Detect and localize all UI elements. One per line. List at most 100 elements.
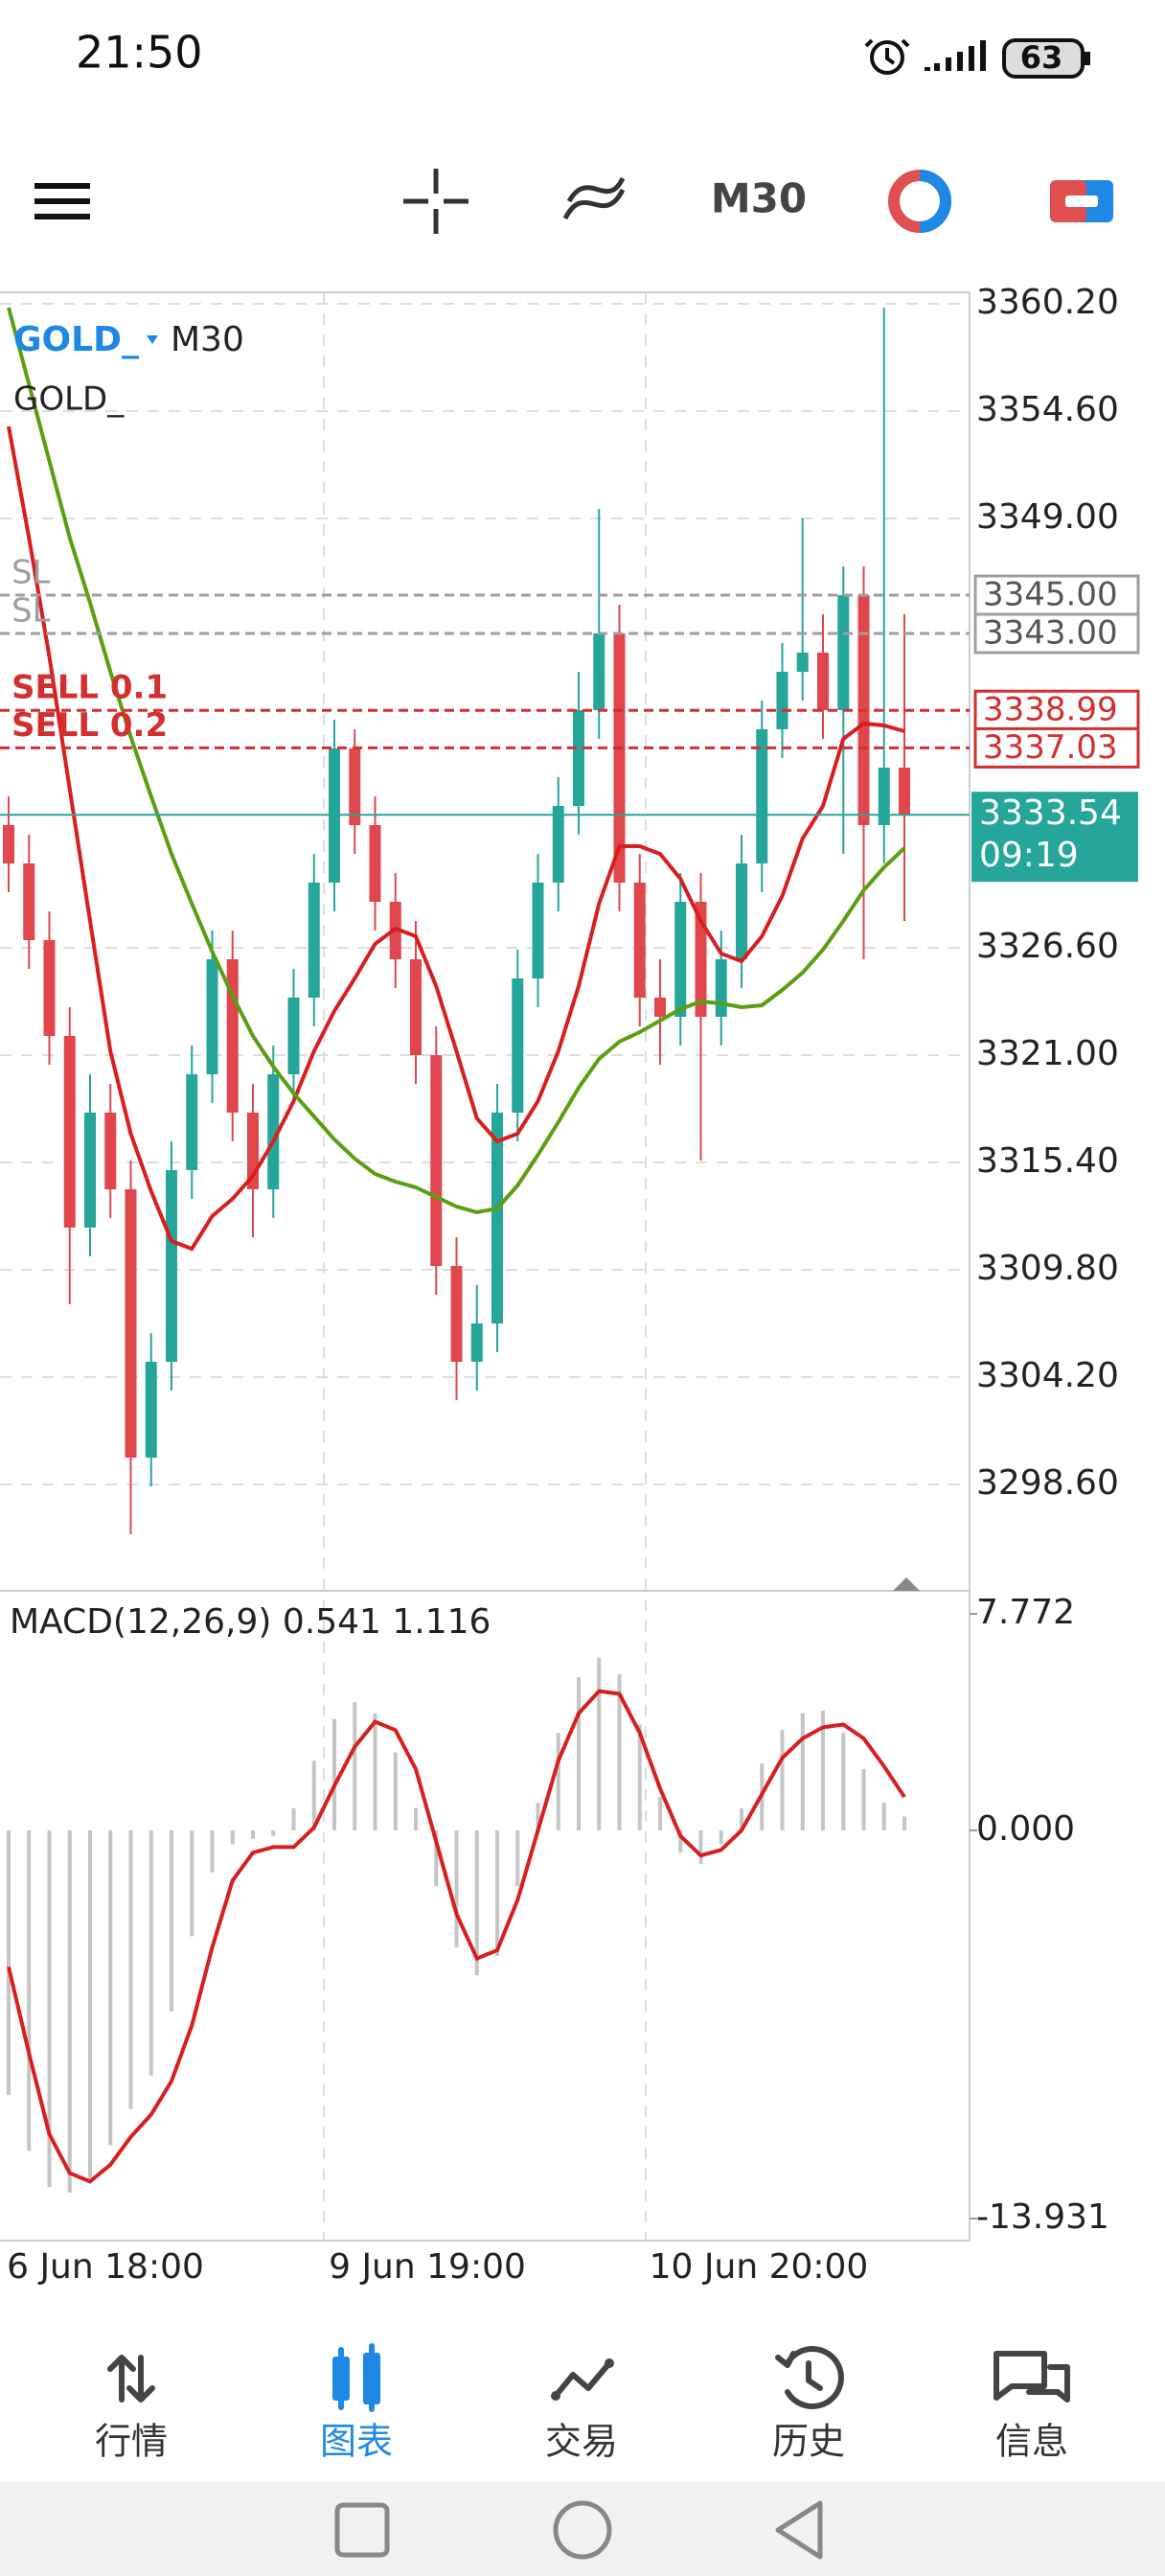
macd-bar: [902, 1816, 906, 1830]
panel-splitter[interactable]: [893, 1577, 920, 1591]
macd-bar: [617, 1674, 622, 1830]
macd-bar: [353, 1702, 357, 1830]
candle-body: [593, 633, 605, 710]
macd-bar: [474, 1829, 479, 1976]
bid-label: 3333.54: [979, 794, 1122, 833]
back-button[interactable]: [775, 2500, 823, 2560]
macd-bar: [800, 1713, 805, 1830]
candle-body: [796, 653, 809, 672]
candle-body: [186, 1074, 198, 1170]
macd-bar: [190, 1829, 194, 1937]
home-button[interactable]: [553, 2500, 612, 2560]
status-time: 21:50: [76, 27, 203, 79]
macd-bar: [719, 1829, 723, 1845]
candle-body: [43, 940, 56, 1036]
header-label: GOLD_ M30 GOLD_: [13, 320, 244, 419]
macd-bar: [373, 1713, 377, 1830]
candle-body: [23, 863, 35, 940]
chart-frame: [0, 291, 971, 2242]
menu-button[interactable]: [34, 183, 90, 219]
price-box: [973, 612, 1140, 655]
macd-bar: [291, 1807, 296, 1830]
macd-bar: [637, 1724, 642, 1830]
macd-bar: [7, 1829, 11, 2096]
candle-body: [349, 748, 361, 825]
indicators-button[interactable]: [562, 176, 626, 220]
status-icons: [864, 38, 1090, 79]
candle-body: [654, 998, 666, 1017]
crosshair-button[interactable]: [403, 169, 468, 234]
nav-label[interactable]: 信息: [995, 2421, 1068, 2463]
system-nav: [0, 2482, 1165, 2576]
moving-average: [7, 426, 905, 1252]
system-buttons: [334, 2500, 823, 2560]
candle-body: [613, 633, 626, 883]
macd-bar: [698, 1829, 703, 1864]
price-line-label: SL: [11, 592, 51, 631]
candle-body: [837, 595, 850, 710]
nav-label[interactable]: 交易: [545, 2421, 618, 2463]
moving-average: [7, 307, 906, 1215]
macd-bar: [780, 1730, 785, 1830]
macd-bar: [170, 1829, 173, 2012]
candle-body: [267, 1074, 280, 1189]
chart-layer: 3360.20 3354.60 3349.00 3326.60 3321.00 3315.…: [0, 283, 1140, 2287]
candle-body: [450, 1266, 463, 1362]
objects-button[interactable]: [888, 170, 951, 233]
candle-body: [308, 883, 320, 998]
timeframe-button[interactable]: M30: [711, 175, 807, 222]
macd-bar: [515, 1829, 520, 1887]
macd-bar: [414, 1807, 418, 1830]
candle-body: [84, 1113, 96, 1228]
y-tick-label: 3298.60: [976, 1463, 1119, 1503]
macd-bar: [67, 1829, 72, 2193]
candle-body: [430, 1055, 443, 1266]
price-box-label: 3343.00: [983, 614, 1118, 653]
candle-body: [674, 902, 687, 1017]
candle-body: [206, 959, 218, 1074]
macd-bar: [861, 1769, 866, 1830]
battery-level: 63: [1020, 39, 1063, 76]
y-tick-label: 3354.60: [976, 390, 1119, 429]
price-box: [973, 689, 1140, 731]
nav-icons: [107, 2343, 1070, 2412]
candle-body: [633, 883, 646, 998]
trade-button[interactable]: [1050, 180, 1113, 222]
y-tick-label: 3304.20: [976, 1356, 1119, 1395]
candle-body: [145, 1362, 157, 1458]
candle-body: [899, 768, 910, 816]
symbol-dropdown[interactable]: [147, 335, 158, 344]
price-box: [973, 726, 1140, 769]
macd-bar: [230, 1829, 235, 1845]
nav-label[interactable]: 历史: [772, 2421, 845, 2463]
macd-bar: [108, 1829, 113, 2146]
nav-label[interactable]: 行情: [95, 2421, 168, 2463]
macd-tick-label: 0.000: [976, 1809, 1075, 1849]
macd-bar: [881, 1802, 886, 1830]
macd-signal: [7, 1689, 906, 2184]
nav-label[interactable]: 图表: [320, 2421, 393, 2463]
y-tick-label: 3326.60: [976, 927, 1119, 966]
candle-body: [878, 768, 890, 825]
y-tick-label: 3315.40: [976, 1141, 1119, 1181]
price-line-label: SL: [11, 554, 51, 592]
macd-bar: [271, 1829, 276, 1836]
candle-body: [512, 978, 524, 1113]
macd-bar: [128, 1829, 133, 2109]
symbol[interactable]: GOLD_: [13, 320, 139, 359]
price-line-label: SELL 0.1: [11, 669, 168, 707]
candle-body: [736, 863, 747, 959]
x-tick-label: 10 Jun 20:00: [650, 2247, 869, 2287]
chart-timeframe: M30: [171, 320, 244, 359]
macd-bar: [536, 1802, 540, 1830]
macd-bar: [577, 1677, 581, 1830]
macd-bar: [88, 1829, 92, 2179]
price-box: [973, 574, 1140, 616]
macd-bar: [311, 1760, 316, 1830]
recents-button[interactable]: [334, 2502, 390, 2558]
vertical-grid: [323, 292, 647, 2241]
macd-bar: [740, 1807, 743, 1830]
macd-bar: [454, 1829, 459, 1948]
macd-bar: [841, 1733, 846, 1830]
macd-tick-label: 7.772: [976, 1593, 1075, 1632]
